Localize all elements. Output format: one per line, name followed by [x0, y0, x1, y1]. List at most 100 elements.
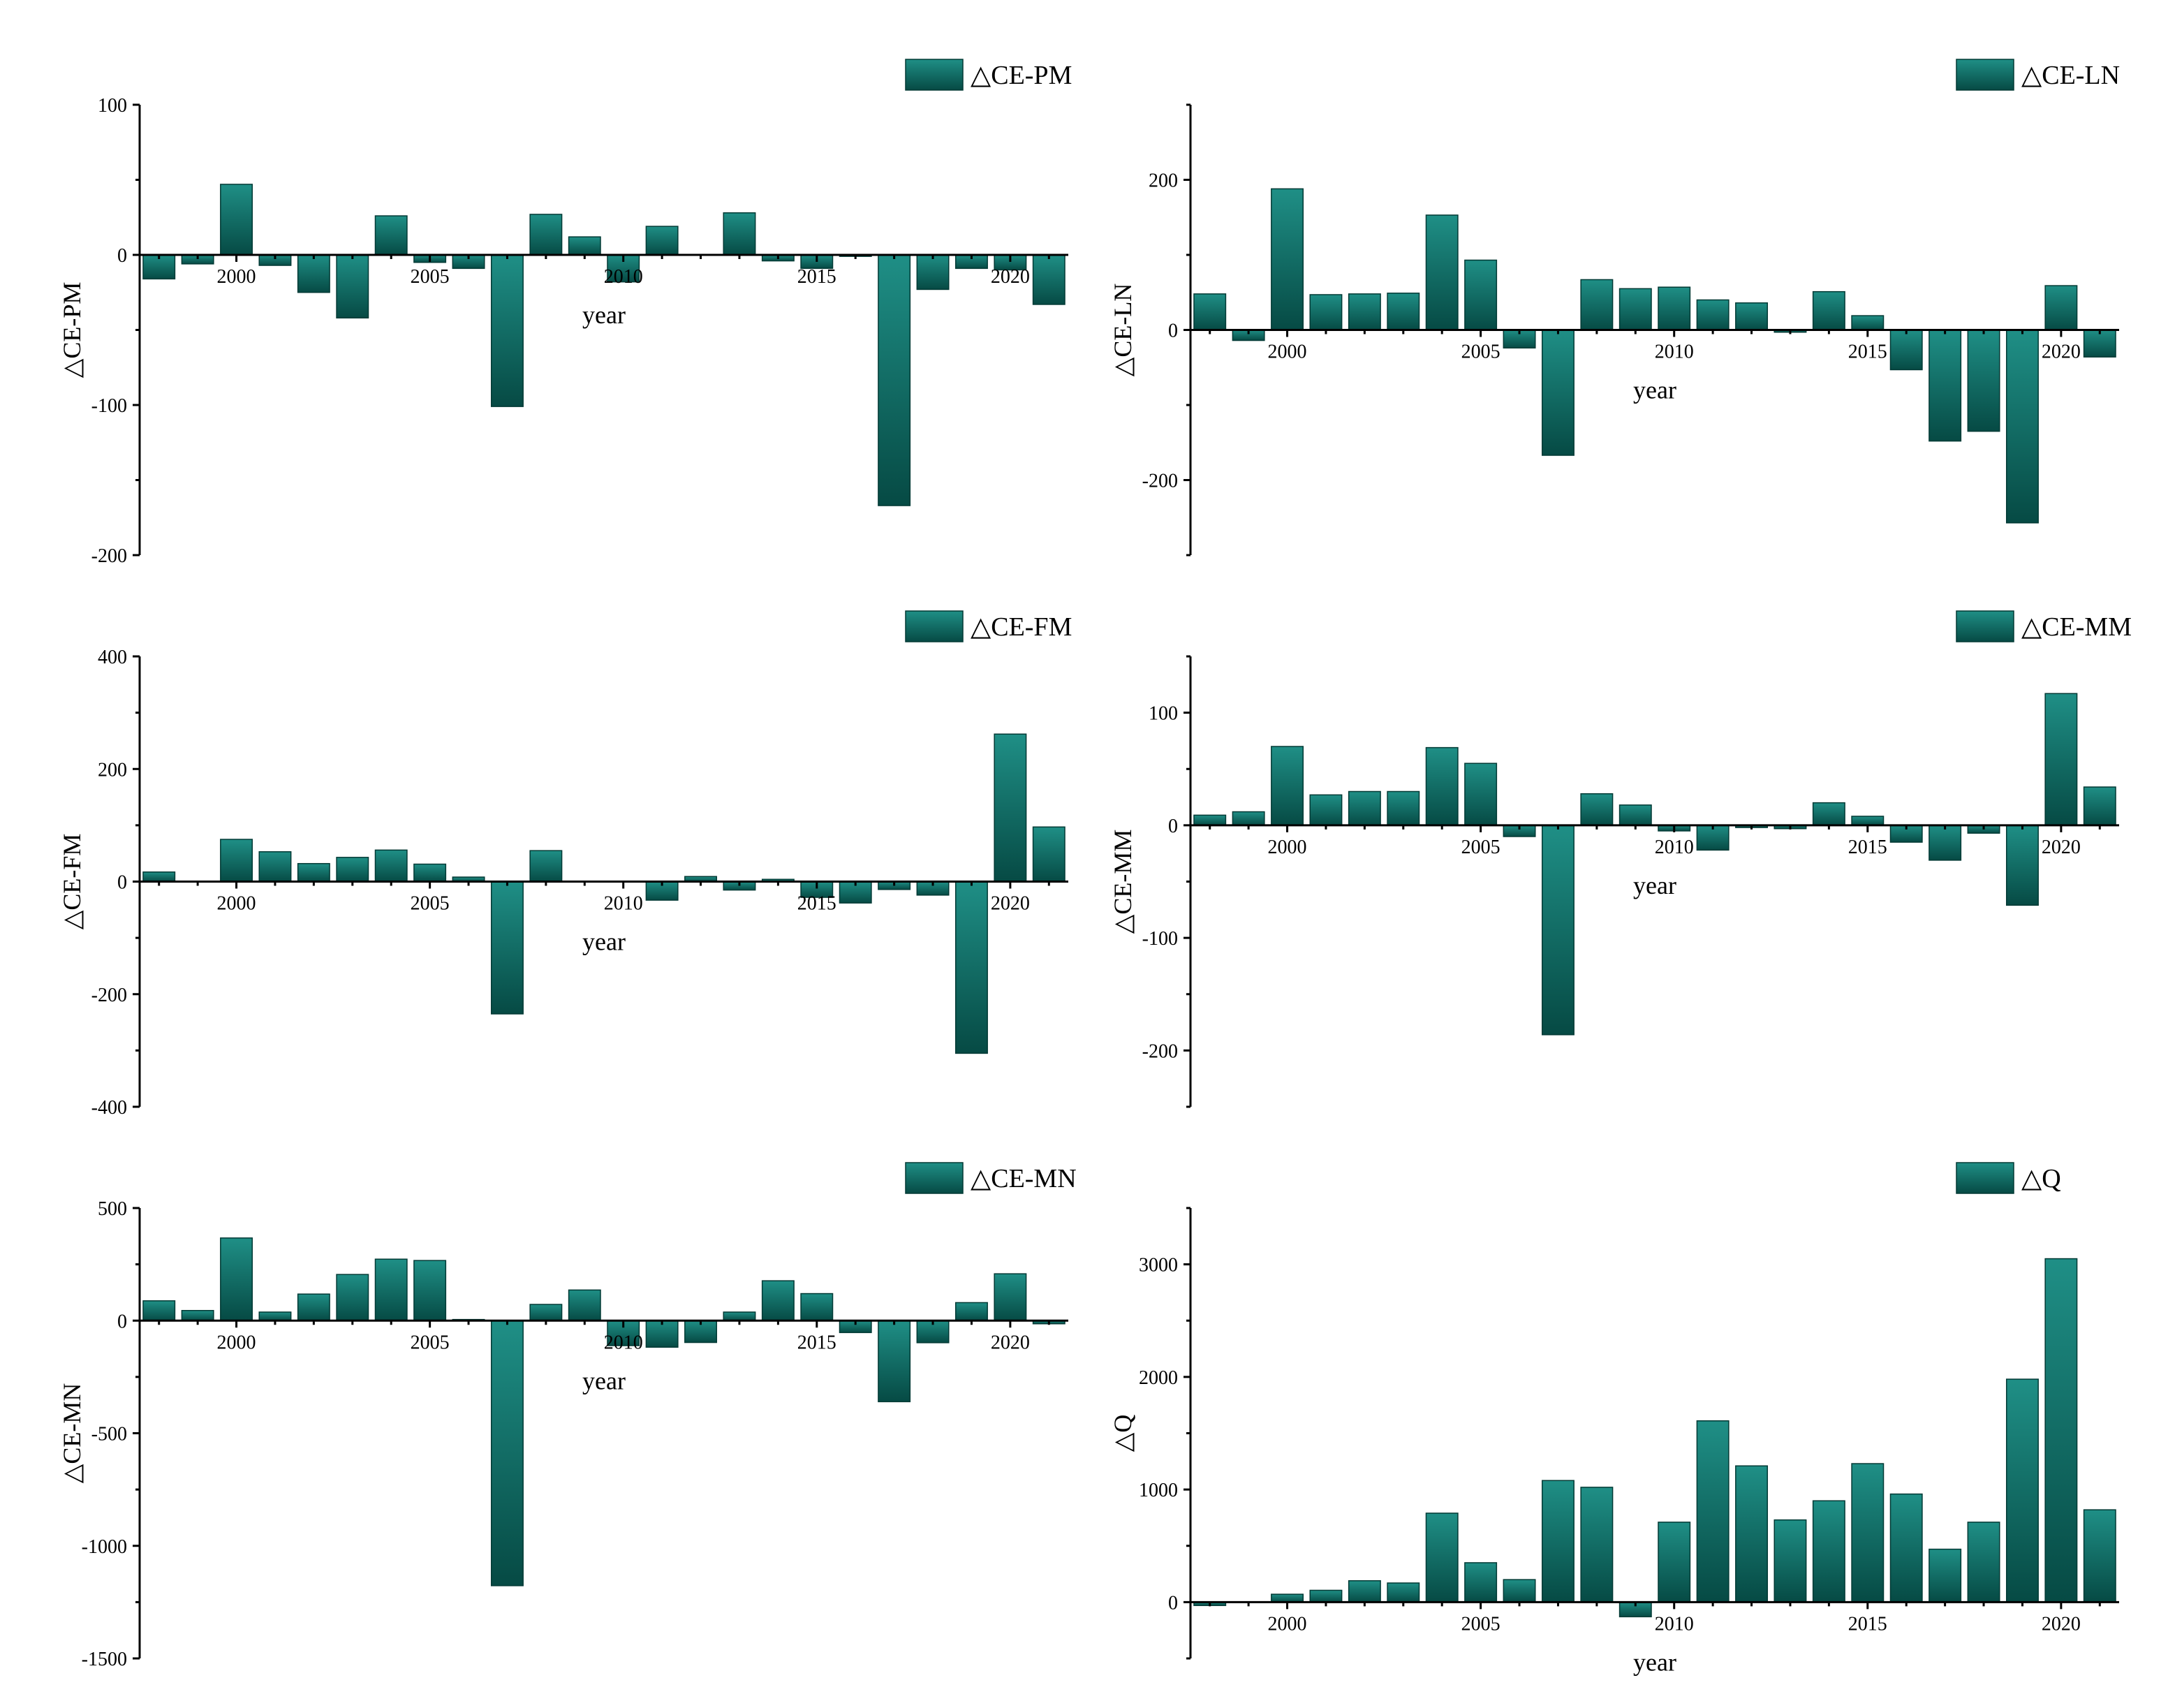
x-tick-label: 2020: [991, 266, 1030, 288]
bar-ce-ln-2016: [1889, 329, 1923, 371]
x-tick-label: 2005: [1461, 341, 1500, 363]
bar-ce-fm-2021: [1032, 826, 1065, 883]
bar-ce-fm-2007: [490, 881, 524, 1015]
bar-ce-mn-2013: [723, 1311, 756, 1321]
y-tick-label: -1500: [82, 1649, 127, 1670]
bar-ce-fm-2020: [994, 733, 1027, 883]
bar-ce-pm-2004: [374, 215, 408, 256]
bar-ce-pm-2008: [529, 214, 563, 256]
legend-swatch: [1956, 610, 2014, 642]
bar-ce-pm-2017: [878, 254, 911, 506]
bar-ce-ln-2010: [1658, 286, 1691, 331]
bar-ce-pm-2013: [723, 212, 756, 256]
legend-swatch: [1956, 59, 2014, 91]
bar-ce-mm-2017: [1929, 825, 1962, 861]
bar-ce-pm-2011: [645, 226, 679, 256]
bar-ce-pm-2003: [336, 254, 369, 319]
x-axis-title: year: [1633, 1648, 1676, 1676]
x-tick-label: 2000: [217, 266, 256, 288]
bar-ce-ln-2017: [1929, 329, 1962, 442]
bar-ce-mn-2005: [413, 1260, 447, 1321]
y-tick-label: 100: [98, 95, 127, 117]
chart-panel-ce-mm: -200 -100 0 100 2000 2005 2010 2015 2020 year △CE-…: [1093, 594, 2140, 1138]
x-tick-label: 2000: [1268, 341, 1307, 363]
bar-ce-pm-2009: [568, 236, 601, 256]
bar-q-2019: [2005, 1378, 2039, 1603]
bar-q-2020: [2044, 1258, 2078, 1603]
bar-ce-ln-2004: [1425, 214, 1459, 331]
legend-label: △CE-FM: [971, 612, 1072, 642]
bar-ce-mm-2003: [1387, 790, 1420, 826]
bar-ce-ln-2019: [2005, 329, 2039, 524]
y-tick-label: 400: [98, 647, 127, 668]
bar-ce-mm-2002: [1348, 790, 1381, 826]
bar-ce-ln-2003: [1387, 293, 1420, 331]
chart-svg-ce-pm: -200 -100 0 100 2000 2005 2010 2015 2020 year △CE-…: [58, 59, 1072, 567]
chart-svg-ce-mn: -1500 -1000 -500 0 500 2000 2005 2010 2015 2020 ye…: [58, 1162, 1077, 1670]
y-tick-label: 0: [1168, 321, 1178, 342]
legend-swatch: [905, 59, 964, 91]
bar-q-2014: [1812, 1500, 1845, 1603]
bar-q-2004: [1425, 1512, 1459, 1603]
bar-q-2005: [1464, 1562, 1498, 1603]
x-tick-label: 2005: [411, 893, 450, 915]
bar-ce-fm-2019: [954, 881, 988, 1054]
y-tick-label: -200: [1142, 471, 1178, 492]
bar-ce-mn-2009: [568, 1289, 601, 1321]
x-tick-label: 2005: [1461, 1613, 1500, 1635]
x-tick-label: 2020: [991, 1332, 1030, 1353]
bar-q-2013: [1774, 1519, 1807, 1603]
bar-ce-fm-2002: [297, 862, 330, 883]
y-tick-label: 1000: [1139, 1480, 1178, 1501]
x-tick-label: 2010: [1655, 1613, 1694, 1635]
bar-ce-mn-2000: [220, 1237, 253, 1321]
bar-ce-fm-2008: [529, 850, 563, 883]
bar-ce-mm-2014: [1812, 802, 1845, 826]
bar-ce-mm-2015: [1851, 816, 1885, 826]
bar-ce-mm-1999: [1232, 811, 1265, 826]
y-tick-label: 100: [1149, 703, 1178, 725]
x-tick-label: 2005: [411, 1332, 450, 1353]
bar-q-2006: [1503, 1579, 1536, 1603]
x-tick-label: 2000: [217, 1332, 256, 1353]
x-tick-label: 2010: [604, 1332, 643, 1353]
x-axis-title: year: [582, 928, 626, 956]
y-axis-title: △CE-FM: [58, 834, 86, 930]
bar-ce-pm-2007: [490, 254, 524, 407]
bar-ce-mn-2004: [374, 1258, 408, 1322]
bar-ce-ln-2020: [2044, 285, 2078, 331]
x-tick-label: 2020: [2042, 341, 2081, 363]
chart-panel-ce-fm: -400 -200 0 200 400 2000 2005 2010 2015 2020 year △…: [42, 594, 1089, 1138]
bar-ce-pm-2002: [297, 254, 330, 293]
y-tick-label: 0: [117, 872, 127, 894]
bar-q-2001: [1309, 1589, 1343, 1603]
bar-ce-ln-2012: [1735, 302, 1769, 331]
x-tick-label: 2015: [1848, 1613, 1887, 1635]
y-tick-label: 0: [117, 245, 127, 267]
chart-panel-q: 0 1000 2000 3000 2000 2005 2010 2015 2020 year △Q △…: [1093, 1145, 2140, 1690]
bar-ce-pm-2021: [1032, 254, 1065, 305]
x-tick-label: 2015: [1848, 341, 1887, 363]
bar-q-2012: [1735, 1465, 1769, 1603]
y-tick-label: 500: [98, 1198, 127, 1220]
bar-ce-mm-2004: [1425, 746, 1459, 826]
legend-swatch: [905, 1162, 964, 1194]
chart-svg-ce-ln: -200 0 200 2000 2005 2010 2015 2020 year △CE-LN △C…: [1109, 59, 2120, 557]
x-tick-label: 2010: [604, 266, 643, 288]
bar-ce-ln-2011: [1696, 299, 1730, 331]
x-axis-title: year: [1633, 871, 1676, 899]
bar-ce-mm-2011: [1696, 825, 1730, 851]
bar-ce-mm-2000: [1271, 746, 1304, 826]
bar-ce-fm-2004: [374, 849, 408, 883]
bar-ce-mn-2015: [800, 1293, 834, 1322]
bar-ce-mn-2017: [878, 1320, 911, 1403]
bar-ce-mm-2021: [2083, 786, 2116, 826]
bar-ce-mm-2005: [1464, 763, 1498, 826]
bar-ce-fm-2000: [220, 839, 253, 883]
bar-ce-ln-2002: [1348, 293, 1381, 331]
bar-ce-ln-2000: [1271, 188, 1304, 331]
y-axis-title: △CE-PM: [58, 282, 86, 378]
x-tick-label: 2000: [217, 893, 256, 915]
y-axis-title: △CE-LN: [1109, 284, 1137, 377]
bar-q-2011: [1696, 1420, 1730, 1603]
